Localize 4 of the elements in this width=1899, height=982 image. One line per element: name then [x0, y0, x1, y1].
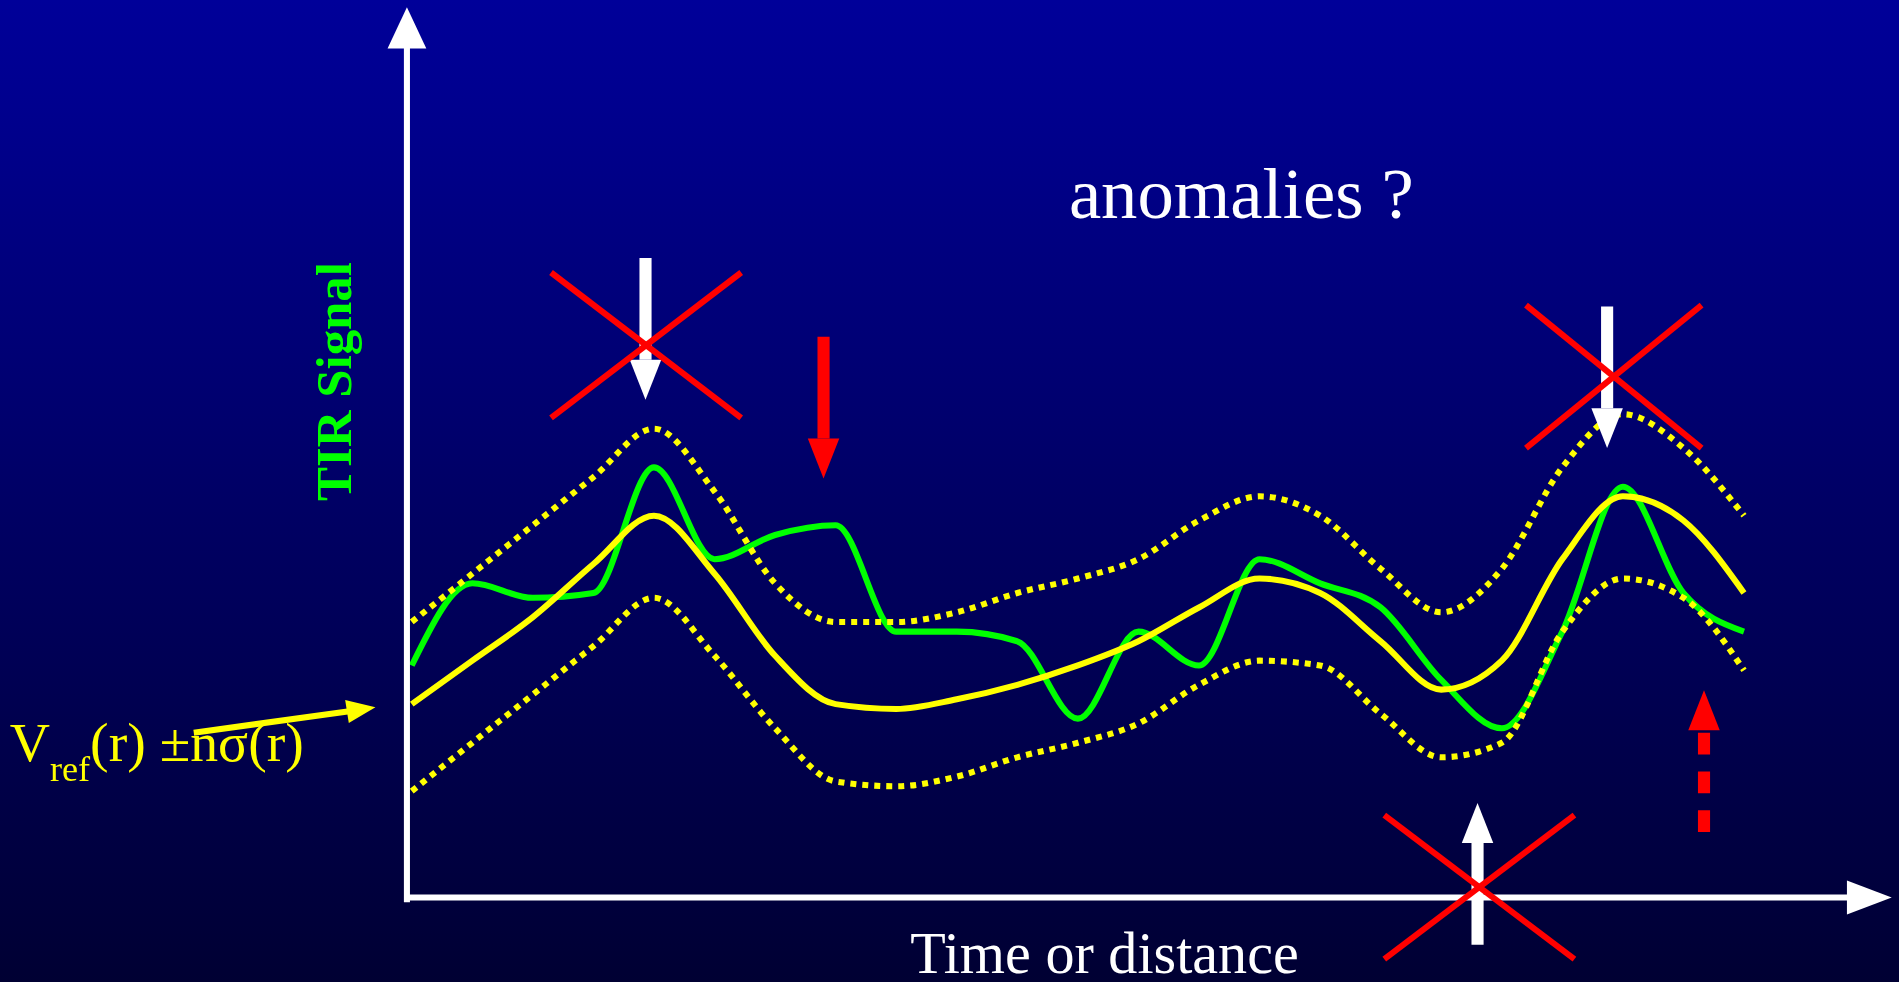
text: V$_{ref}$(r) ±nσ(r): [9, 710, 304, 789]
x-axis-title: Time or distance: [910, 920, 1299, 982]
text: anomalies ?: [1068, 153, 1414, 234]
y-axis-title: TIR Signal: [306, 262, 363, 501]
